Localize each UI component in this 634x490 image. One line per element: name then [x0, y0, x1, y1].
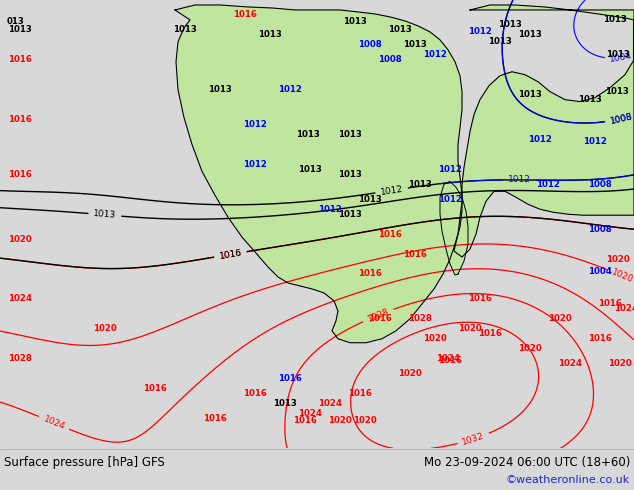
Text: 1016: 1016	[143, 384, 167, 393]
Text: 1016: 1016	[358, 270, 382, 278]
Text: 1004: 1004	[609, 51, 633, 64]
Text: 1013: 1013	[298, 165, 322, 174]
Text: 1016: 1016	[438, 356, 462, 365]
Text: 1020: 1020	[548, 314, 572, 323]
Text: 1020: 1020	[608, 359, 632, 368]
Text: 1020: 1020	[8, 235, 32, 244]
Text: 1012: 1012	[438, 195, 462, 204]
Text: 1024: 1024	[8, 294, 32, 303]
Text: 1016: 1016	[218, 248, 242, 261]
Text: 1012: 1012	[380, 184, 404, 196]
Text: 1020: 1020	[423, 334, 447, 343]
Text: 1013: 1013	[488, 37, 512, 47]
Text: 1012: 1012	[508, 175, 531, 184]
Text: 1020: 1020	[93, 324, 117, 333]
Text: 1020: 1020	[398, 369, 422, 378]
Text: 1013: 1013	[8, 25, 32, 34]
Text: 1016: 1016	[218, 248, 242, 261]
Text: 1013: 1013	[338, 170, 362, 179]
Text: 1032: 1032	[462, 431, 486, 447]
Text: 1012: 1012	[438, 165, 462, 174]
Text: 1013: 1013	[403, 40, 427, 49]
Text: 1012: 1012	[528, 135, 552, 144]
Text: 1016: 1016	[468, 294, 492, 303]
Text: 1016: 1016	[293, 416, 317, 425]
Text: 1013: 1013	[273, 399, 297, 408]
Text: 1013: 1013	[338, 130, 362, 139]
Text: 1013: 1013	[358, 195, 382, 204]
Text: 1013: 1013	[603, 15, 627, 24]
Text: 1024: 1024	[318, 399, 342, 408]
Text: 1020: 1020	[518, 344, 542, 353]
Text: 1013: 1013	[518, 90, 542, 99]
Text: 1008: 1008	[588, 224, 612, 234]
Text: 1008: 1008	[609, 112, 633, 126]
Text: ©weatheronline.co.uk: ©weatheronline.co.uk	[506, 475, 630, 485]
Text: 1008: 1008	[358, 40, 382, 49]
Text: 1024: 1024	[298, 409, 322, 418]
Text: 1013: 1013	[258, 30, 282, 39]
Text: 1008: 1008	[588, 180, 612, 189]
Text: Surface pressure [hPa] GFS: Surface pressure [hPa] GFS	[4, 456, 165, 469]
Text: 1016: 1016	[598, 299, 622, 308]
Text: 1024: 1024	[614, 304, 634, 314]
Text: 1012: 1012	[278, 85, 302, 94]
Text: 1013: 1013	[93, 209, 117, 220]
Text: 1013: 1013	[605, 87, 629, 96]
Text: 1013: 1013	[388, 25, 412, 34]
Text: 1024: 1024	[558, 359, 582, 368]
Text: 1028: 1028	[408, 314, 432, 323]
Text: 1016: 1016	[8, 170, 32, 179]
Text: 1016: 1016	[8, 115, 32, 124]
Text: 1020: 1020	[458, 324, 482, 333]
Text: 1016: 1016	[8, 55, 32, 64]
Text: 1013: 1013	[338, 210, 362, 219]
Text: 1028: 1028	[366, 307, 391, 324]
Text: 1016: 1016	[243, 389, 267, 398]
Text: 1020: 1020	[353, 416, 377, 425]
Text: 1016: 1016	[403, 249, 427, 259]
Text: 1012: 1012	[468, 27, 492, 36]
Text: 1013: 1013	[578, 95, 602, 104]
Text: 1012: 1012	[243, 120, 267, 129]
Text: 1013: 1013	[498, 21, 522, 29]
Text: 1013: 1013	[408, 180, 432, 189]
Text: 1012: 1012	[243, 160, 267, 169]
Text: 1012: 1012	[318, 205, 342, 214]
Text: Mo 23-09-2024 06:00 UTC (18+60): Mo 23-09-2024 06:00 UTC (18+60)	[424, 456, 630, 469]
Text: 1020: 1020	[610, 268, 634, 284]
Text: 1013: 1013	[343, 18, 367, 26]
Text: 1016: 1016	[348, 389, 372, 398]
Text: 1020: 1020	[606, 254, 630, 264]
Text: 1012: 1012	[536, 180, 560, 189]
Text: 1016: 1016	[588, 334, 612, 343]
Text: 1016: 1016	[233, 10, 257, 20]
Text: 1028: 1028	[8, 354, 32, 363]
Text: 1024: 1024	[436, 354, 460, 363]
Text: 1008: 1008	[378, 55, 402, 64]
Text: 1016: 1016	[478, 329, 502, 338]
Text: 1012: 1012	[423, 50, 447, 59]
Text: 1013: 1013	[173, 25, 197, 34]
Text: 1013: 1013	[518, 30, 542, 39]
Text: 1016: 1016	[278, 374, 302, 383]
Text: 1024: 1024	[42, 415, 67, 431]
Text: 1012: 1012	[583, 137, 607, 146]
Text: 1008: 1008	[609, 112, 633, 126]
Text: 1013: 1013	[208, 85, 232, 94]
Text: 1016: 1016	[368, 314, 392, 323]
Text: 013: 013	[7, 18, 25, 26]
Text: 1016: 1016	[378, 230, 402, 239]
Text: 1013: 1013	[296, 130, 320, 139]
Text: 1013: 1013	[606, 50, 630, 59]
Text: 1020: 1020	[328, 416, 352, 425]
Text: 1004: 1004	[588, 267, 612, 275]
Text: 1016: 1016	[203, 414, 227, 423]
